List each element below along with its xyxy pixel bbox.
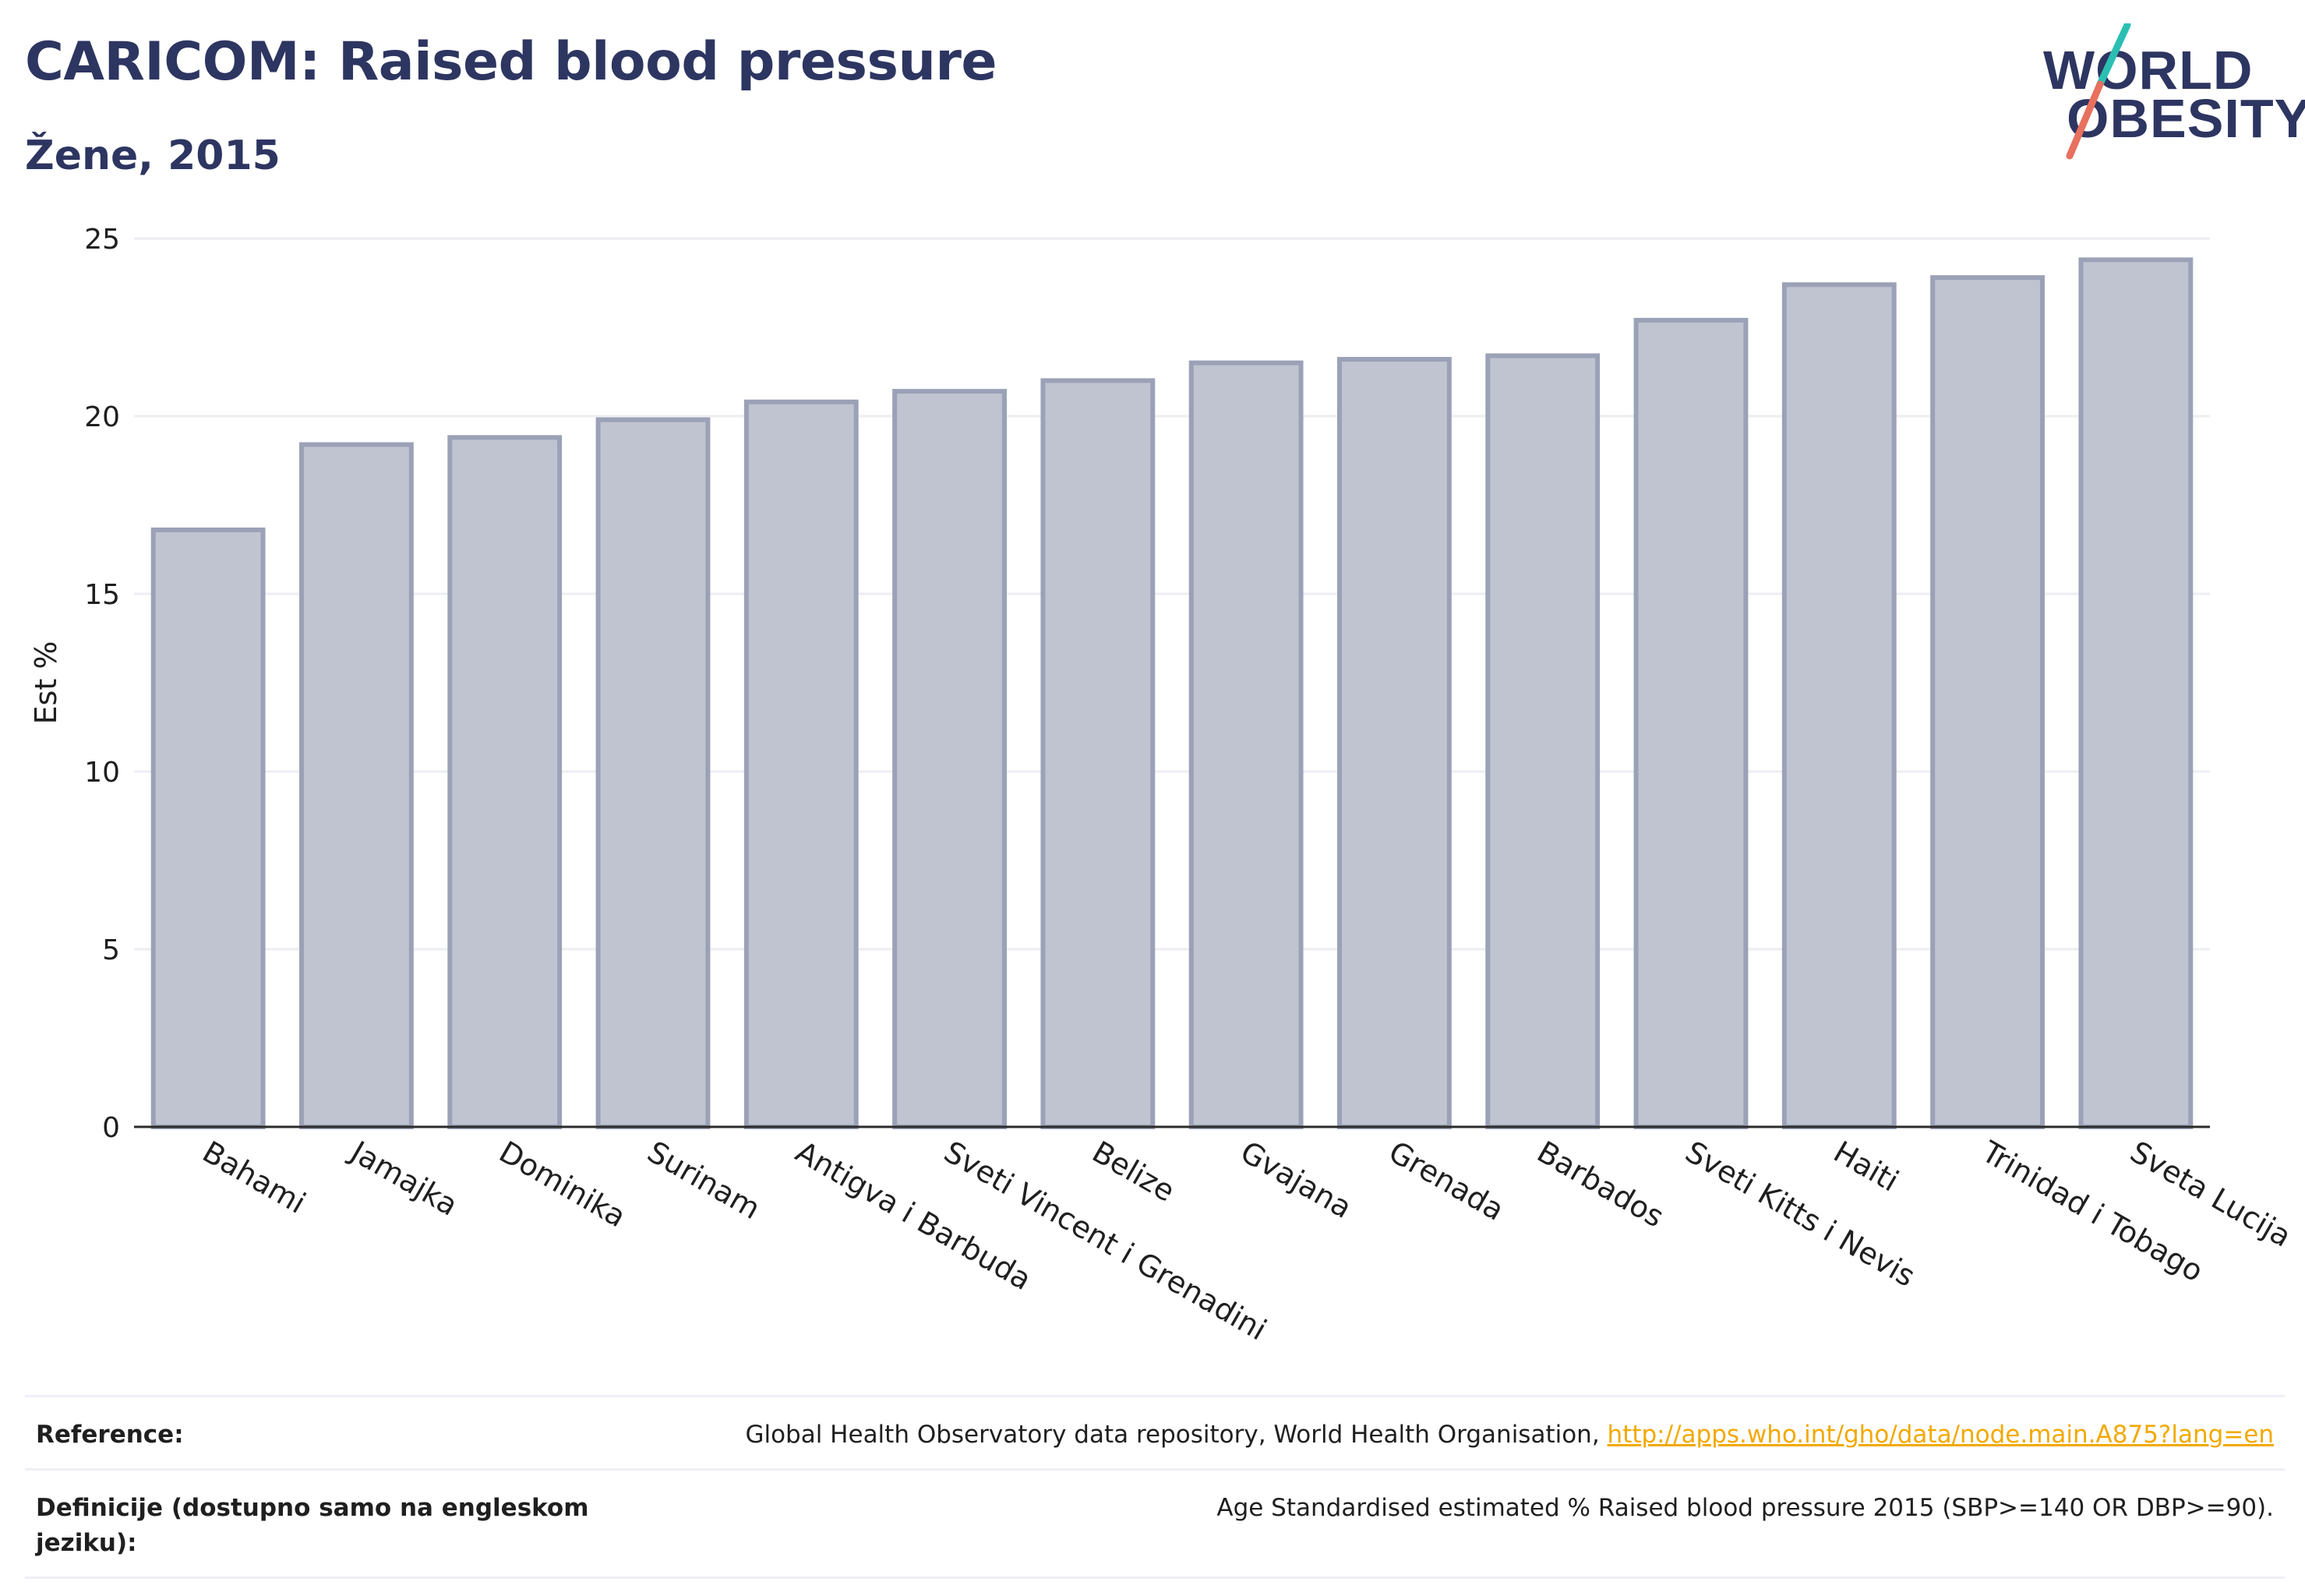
bar	[595, 417, 711, 1129]
bar	[150, 527, 266, 1129]
bar	[2078, 257, 2194, 1129]
y-axis-label: Est %	[29, 641, 63, 725]
chart-title: CARICOM: Raised blood pressure	[25, 31, 997, 93]
footer-row-reference: Reference: Global Health Observatory dat…	[25, 1395, 2285, 1468]
x-tick-label: Haiti	[1828, 1135, 1904, 1199]
x-tick-label: Barbados	[1531, 1135, 1670, 1234]
x-tick-label: Gvajana	[1235, 1135, 1357, 1225]
bar	[1040, 378, 1156, 1129]
y-tick-label: 15	[84, 579, 120, 611]
reference-label: Reference:	[36, 1421, 184, 1449]
bar	[1485, 353, 1601, 1130]
x-tick-label: Jamajka	[344, 1134, 464, 1223]
footer-row-definition: Definicije (dostupno samo na engleskom j…	[25, 1467, 2285, 1579]
reference-value: Global Health Observatory data repositor…	[745, 1418, 2274, 1453]
bar	[1781, 282, 1897, 1129]
bar	[1633, 317, 1749, 1129]
x-tick-label: Antigva i Barbuda	[790, 1135, 1037, 1297]
x-tick-label: Belize	[1086, 1135, 1181, 1209]
y-tick-label: 20	[84, 401, 120, 433]
definition-value: Age Standardised estimated % Raised bloo…	[1216, 1493, 2274, 1522]
bar	[743, 399, 859, 1129]
x-tick-label: Dominika	[493, 1135, 631, 1234]
reference-link[interactable]: http://apps.who.int/gho/data/node.main.A…	[1607, 1421, 2274, 1449]
y-tick-label: 10	[84, 757, 120, 789]
x-tick-label: Bahami	[197, 1135, 312, 1220]
reference-text: Global Health Observatory data repositor…	[745, 1421, 1600, 1449]
chart-subtitle: Žene, 2015	[25, 132, 281, 179]
bar	[447, 435, 563, 1129]
x-tick-label: Grenada	[1383, 1135, 1510, 1227]
footer-table: Reference: Global Health Observatory dat…	[25, 1395, 2285, 1579]
y-tick-label: 0	[102, 1112, 120, 1144]
bar	[892, 389, 1007, 1129]
bar	[1188, 360, 1304, 1130]
definition-label: Definicije (dostupno samo na engleskom j…	[36, 1493, 589, 1557]
bar	[299, 442, 414, 1129]
bar	[1337, 357, 1452, 1130]
bar	[1930, 275, 2045, 1129]
x-tick-label: Surinam	[642, 1135, 767, 1226]
logo-line-world: WORLD	[2043, 40, 2254, 101]
y-tick-label: 25	[84, 224, 120, 256]
y-tick-label: 5	[102, 934, 120, 966]
logo-slash-icon	[2066, 23, 2131, 160]
bar-chart: 0 5 10 15 20 25 Est % Bahami Jamajka Dominika Suri…	[29, 224, 2297, 1347]
world-obesity-logo: WORLD OBESITY	[2034, 23, 2305, 164]
logo-line-obesity: OBESITY	[2067, 88, 2305, 149]
